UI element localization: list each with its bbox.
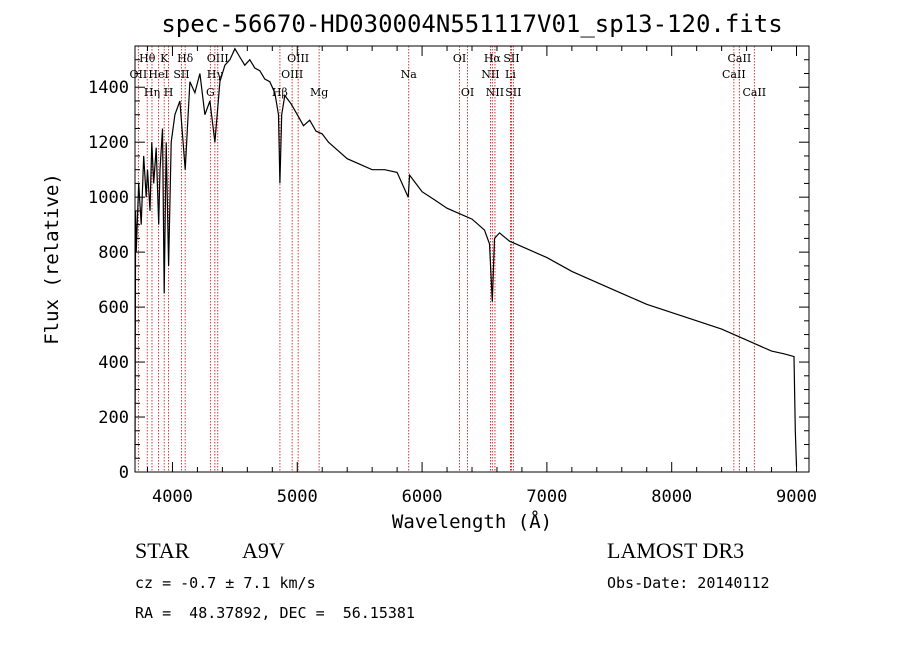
survey-name: LAMOST DR3	[607, 538, 745, 563]
y-tick-label-6: 1200	[88, 133, 129, 153]
x-axis-ticks: 4000 5000 6000 7000 8000 9000	[146, 46, 817, 507]
line-label-26: CaII	[742, 86, 766, 99]
line-label-16: OI	[453, 52, 466, 65]
line-label-20: NII	[481, 68, 499, 81]
line-label-7: SII	[173, 68, 189, 81]
x-tick-label-3: 7000	[526, 487, 567, 507]
line-label-15: Na	[401, 68, 418, 81]
emission-line-markers	[137, 46, 755, 472]
object-class: STAR	[135, 538, 190, 563]
line-label-11: OIII	[287, 52, 309, 65]
line-label-12: OIII	[281, 68, 303, 81]
spectrum-series-line	[134, 47, 798, 467]
line-label-14: Mg	[310, 86, 328, 99]
y-tick-label-5: 1000	[88, 188, 129, 208]
line-label-10: G	[206, 86, 215, 99]
observation-date: Obs-Date: 20140112	[607, 574, 770, 592]
line-label-17: OI	[461, 86, 474, 99]
y-tick-label-3: 600	[98, 298, 129, 318]
line-label-22: NII	[486, 86, 504, 99]
x-tick-label-2: 6000	[402, 487, 443, 507]
line-label-1: OII	[130, 68, 148, 81]
line-label-3: K	[160, 52, 169, 65]
y-tick-label-2: 400	[98, 353, 129, 373]
line-label-23: SII	[505, 86, 521, 99]
line-label-5: H	[164, 86, 174, 99]
line-label-18: Hα	[484, 52, 502, 65]
object-subclass: A9V	[242, 538, 285, 563]
x-tick-label-1: 5000	[277, 487, 318, 507]
line-label-6: Hδ	[177, 52, 194, 65]
y-tick-label-0: 0	[119, 463, 129, 483]
y-tick-label-7: 1400	[88, 78, 129, 98]
x-tick-label-4: 8000	[651, 487, 692, 507]
x-axis-label: Wavelength (Å)	[392, 510, 552, 533]
line-label-19: SII	[503, 52, 519, 65]
y-axis-label: Flux (relative)	[41, 173, 63, 345]
line-label-4: HeI	[148, 68, 168, 81]
y-tick-label-4: 800	[98, 243, 129, 263]
emission-line-labels: Hθ OII Hη K HeI H Hδ SII OIII Hγ G OIII OIII Hβ Mg Na OI…	[130, 52, 767, 99]
x-tick-label-5: 9000	[776, 487, 817, 507]
redshift-cz: cz = -0.7 ± 7.1 km/s	[135, 574, 316, 592]
y-axis-ticks: 0 200 400 600 800 1000 1200 1400	[88, 59, 809, 483]
line-label-24: CaII	[728, 52, 752, 65]
line-label-9: Hγ	[207, 68, 224, 81]
coordinates: RA = 48.37892, DEC = 56.15381	[135, 604, 415, 622]
line-label-2: Hη	[144, 86, 160, 99]
plot-frame	[134, 45, 810, 473]
chart-title: spec-56670-HD030004N551117V01_sp13-120.f…	[161, 10, 782, 38]
line-label-8: OIII	[207, 52, 229, 65]
line-label-13: Hβ	[272, 86, 288, 99]
line-label-0: Hθ	[139, 52, 156, 65]
line-label-21: Li	[505, 68, 516, 81]
y-tick-label-1: 200	[98, 408, 129, 428]
x-tick-label-0: 4000	[152, 487, 193, 507]
line-label-25: CaII	[722, 68, 746, 81]
